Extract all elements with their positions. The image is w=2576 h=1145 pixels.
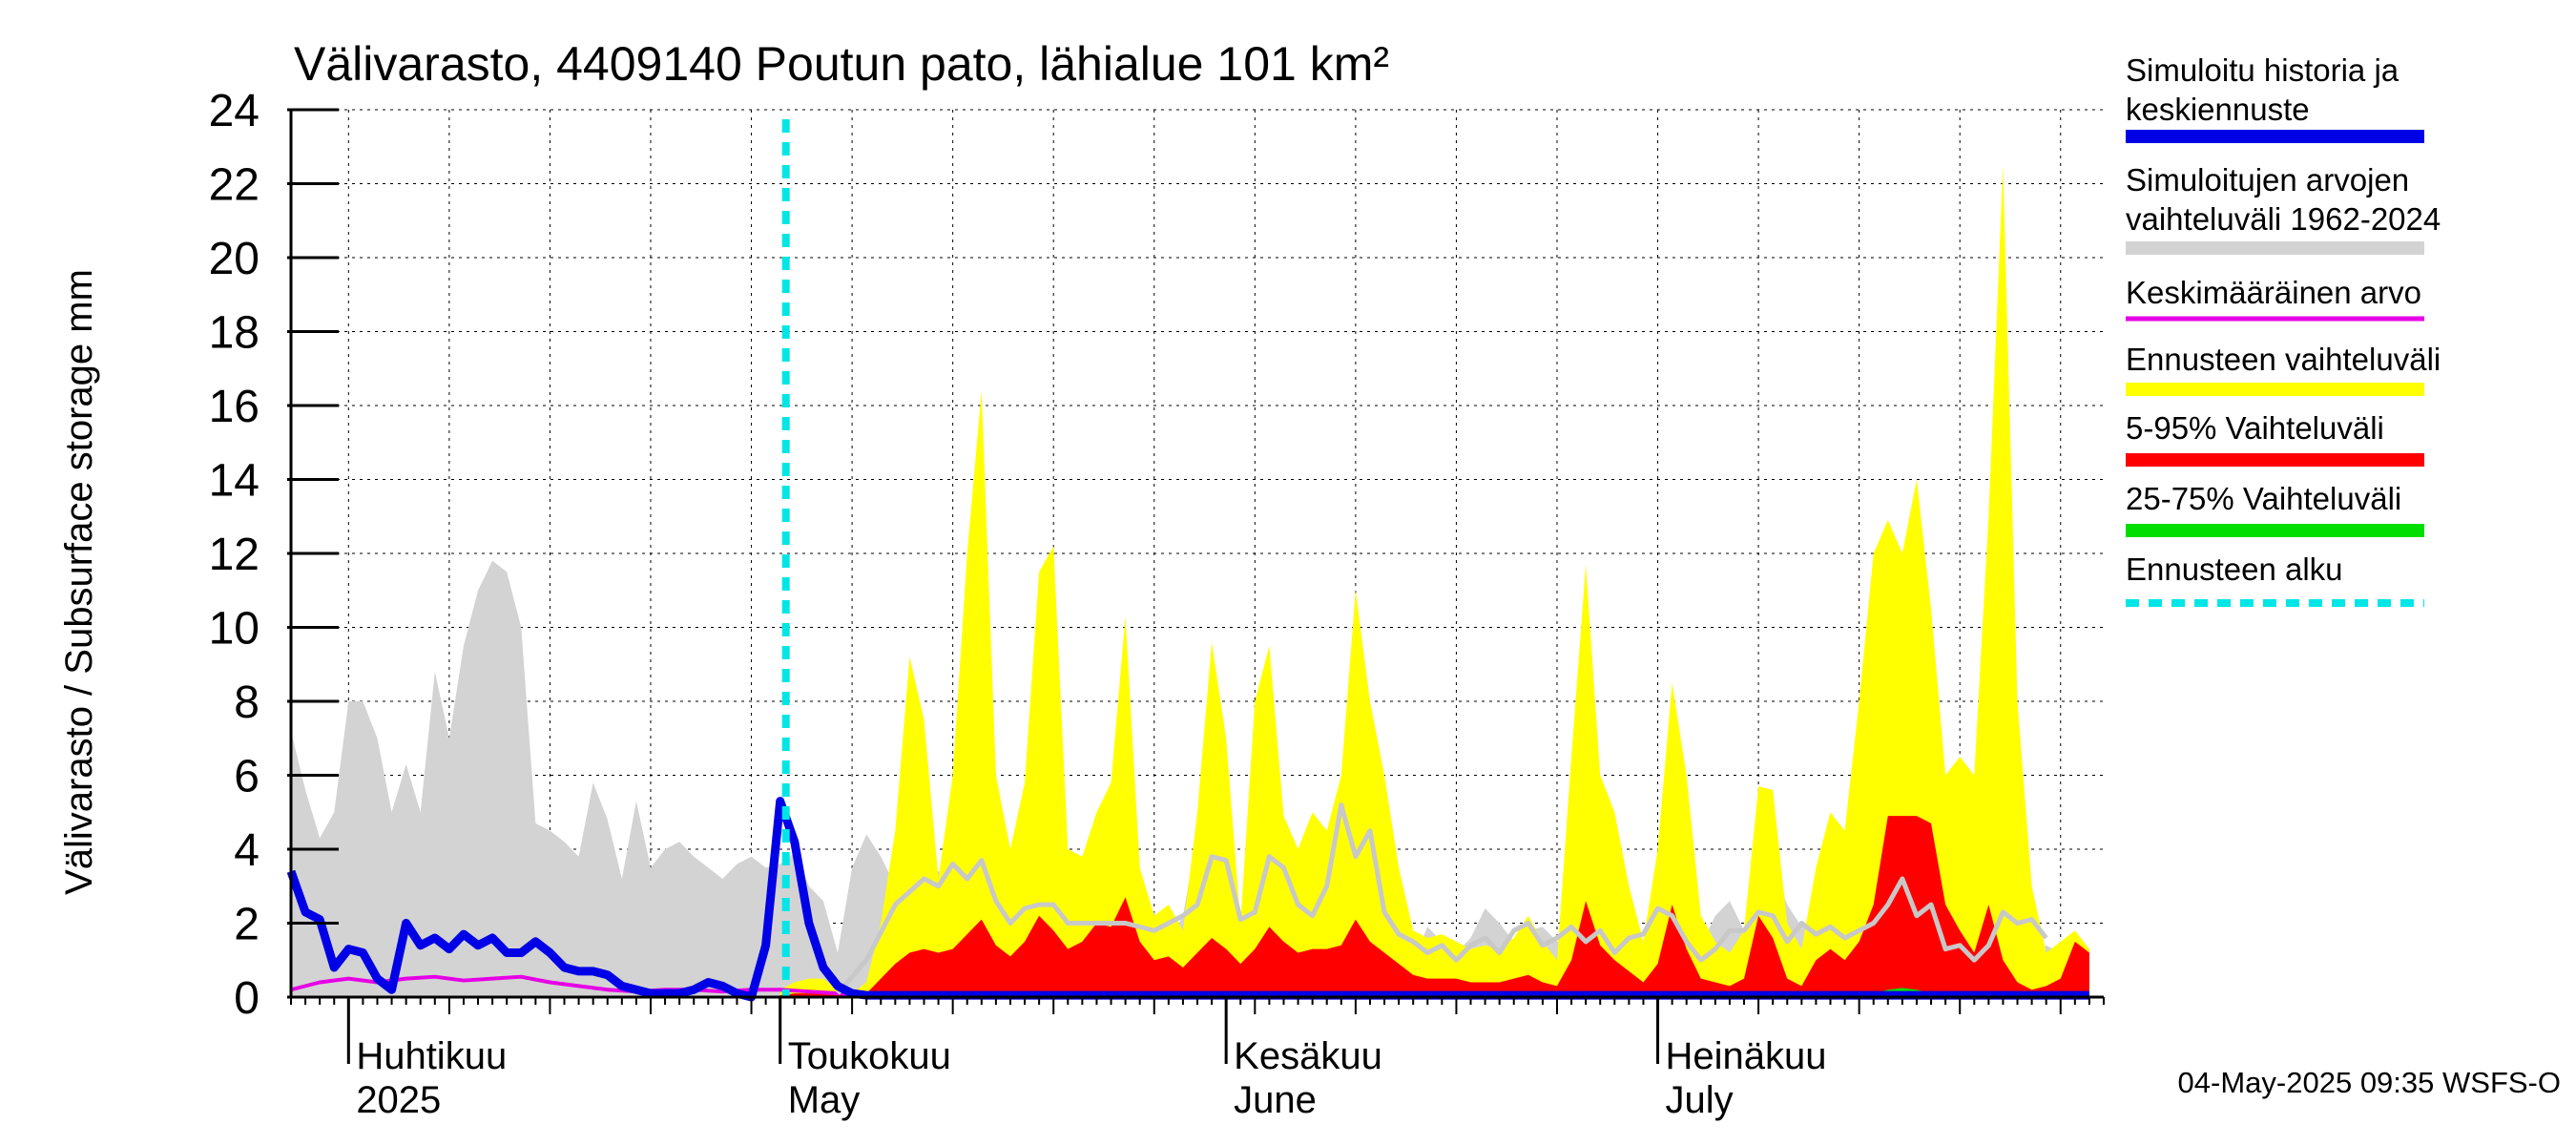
x-month-sublabel: 2025 <box>356 1079 441 1121</box>
y-tick-label: 12 <box>209 530 260 580</box>
y-axis-label: Välivarasto / Subsurface storage mm <box>58 269 100 895</box>
y-tick-label: 10 <box>209 604 260 655</box>
y-tick-label: 22 <box>209 160 260 211</box>
legend-item: 25-75% Vaihteluväli <box>2126 481 2424 537</box>
area-historical-range <box>291 560 2089 997</box>
x-month-label: Heinäkuu <box>1666 1035 1827 1077</box>
y-tick-label: 4 <box>234 825 260 876</box>
legend-label: Simuloitujen arvojen vaihteluväli 1962-20… <box>2126 162 2441 237</box>
y-tick-label: 18 <box>209 308 260 359</box>
legend-item: Simuloitu historia ja keskiennuste <box>2126 52 2424 143</box>
legend-item: Simuloitujen arvojen vaihteluväli 1962-20… <box>2126 162 2441 255</box>
chart-title: Välivarasto, 4409140 Poutun pato, lähial… <box>294 37 1389 91</box>
x-month-label: Toukokuu <box>788 1035 951 1077</box>
legend-label: 25-75% Vaihteluväli <box>2126 481 2401 516</box>
timestamp: 04-May-2025 09:35 WSFS-O <box>2178 1066 2561 1099</box>
legend-label: 5-95% Vaihteluväli <box>2126 410 2384 446</box>
legend-label: Keskimääräinen arvo <box>2126 275 2421 310</box>
x-month-label: Huhtikuu <box>356 1035 507 1077</box>
legend-label: Ennusteen alku <box>2126 552 2343 587</box>
line-layer <box>286 119 2089 1002</box>
y-tick-label: 16 <box>209 382 260 432</box>
y-tick-label: 14 <box>209 456 260 507</box>
legend-label: Ennusteen vaihteluväli <box>2126 342 2441 377</box>
area-forecast-range <box>779 165 2089 997</box>
y-tick-label: 0 <box>234 973 260 1024</box>
y-tick-label: 24 <box>209 86 260 136</box>
legend-item: 5-95% Vaihteluväli <box>2126 410 2424 467</box>
legend-item: Ennusteen vaihteluväli <box>2126 342 2441 396</box>
series-median-line <box>836 802 2048 995</box>
legend-item: Ennusteen alku <box>2126 552 2424 607</box>
y-tick-label: 8 <box>234 677 260 728</box>
x-month-sublabel: May <box>788 1079 861 1121</box>
area-5-95-range <box>779 816 2089 997</box>
legend-item: Keskimääräinen arvo <box>2126 275 2424 322</box>
legend: Simuloitu historia ja keskiennuste Simuloi… <box>2126 52 2441 607</box>
y-tick-label: 2 <box>234 900 260 950</box>
x-month-label: Kesäkuu <box>1234 1035 1382 1077</box>
legend-label: Simuloitu historia ja keskiennuste <box>2126 52 2399 127</box>
x-month-sublabel: June <box>1234 1079 1317 1121</box>
y-tick-label: 6 <box>234 752 260 802</box>
grid <box>291 109 2104 997</box>
x-month-sublabel: July <box>1666 1079 1734 1121</box>
y-tick-label: 20 <box>209 234 260 284</box>
